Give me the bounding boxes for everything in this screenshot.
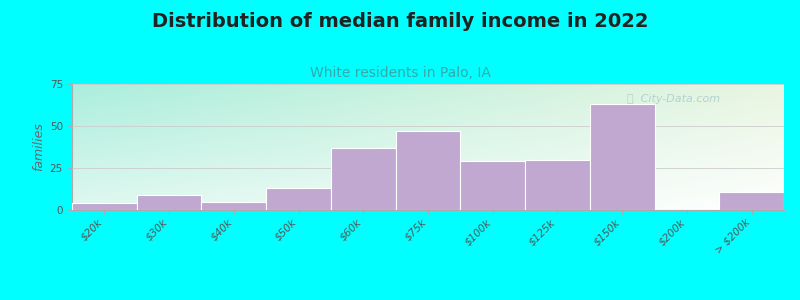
Bar	[719, 191, 784, 210]
Bar	[460, 161, 525, 210]
Text: White residents in Palo, IA: White residents in Palo, IA	[310, 66, 490, 80]
Bar	[590, 104, 654, 210]
Y-axis label: families: families	[33, 123, 46, 171]
Bar	[525, 160, 590, 210]
Bar	[72, 203, 137, 210]
Text: ⓘ  City-Data.com: ⓘ City-Data.com	[627, 94, 721, 104]
Text: Distribution of median family income in 2022: Distribution of median family income in …	[152, 12, 648, 31]
Bar	[137, 195, 202, 210]
Bar	[266, 188, 331, 210]
Bar	[202, 202, 266, 210]
Bar	[331, 148, 396, 210]
Bar	[396, 131, 460, 210]
